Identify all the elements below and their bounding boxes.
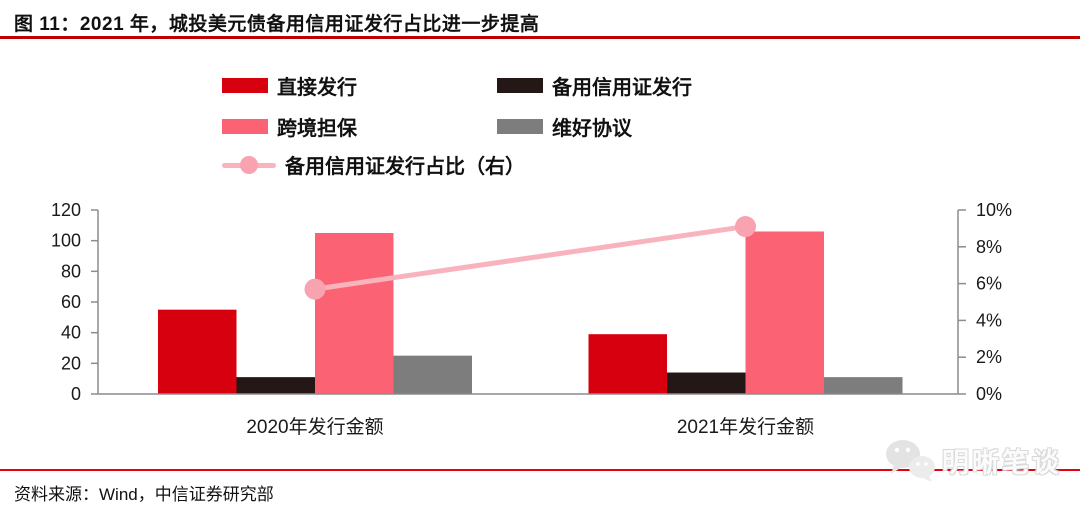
right-axis-tick-label: 0% <box>976 384 1002 404</box>
left-axis-tick-label: 0 <box>71 384 81 404</box>
legend-item-sblc-ratio-line: 备用信用证发行占比（右） <box>222 150 525 179</box>
bar-series2-group0 <box>315 233 394 394</box>
legend-swatch-sblc-issuance <box>497 78 543 93</box>
source-divider <box>0 469 1080 471</box>
legend-label-sblc-issuance: 备用信用证发行 <box>552 77 692 99</box>
ratio-line-marker-1 <box>735 216 756 238</box>
legend-item-crossborder-guarantee: 跨境担保 <box>222 112 357 141</box>
watermark-text: 明晰笔谈 <box>942 447 1062 478</box>
legend-line-marker-icon <box>222 155 276 174</box>
legend-item-direct-issuance: 直接发行 <box>222 71 357 100</box>
right-axis-tick-label: 10% <box>976 200 1012 220</box>
legend-item-sblc-issuance: 备用信用证发行 <box>497 71 692 100</box>
bar-series0-group1 <box>588 334 667 394</box>
ratio-line-marker-0 <box>304 278 326 300</box>
left-axis-tick-label: 40 <box>61 323 81 343</box>
bar-series1-group1 <box>667 372 746 394</box>
bar-series1-group0 <box>236 377 315 394</box>
legend-label-crossborder-guarantee: 跨境担保 <box>277 118 357 140</box>
left-axis-tick-label: 100 <box>51 231 81 251</box>
combo-chart: 0 20 40 60 80 100 120 0% 2% 4% 6% 8% 10% 2020年发行金额 202… <box>51 200 1012 438</box>
legend-line-dot <box>240 155 258 174</box>
ratio-line <box>312 224 748 292</box>
left-axis-tick-label: 80 <box>61 261 81 281</box>
legend-swatch-crossborder-guarantee <box>222 119 268 134</box>
legend-label-direct-issuance: 直接发行 <box>277 77 357 99</box>
wechat-icon <box>886 440 935 482</box>
legend-swatch-keepwell-agreement <box>497 119 543 134</box>
figure-title: 图 11：2021 年，城投美元债备用信用证发行占比进一步提高 <box>14 14 540 35</box>
title-underline <box>0 36 1080 39</box>
x-axis-label: 2020年发行金额 <box>246 416 383 438</box>
bar-series2-group1 <box>745 231 824 394</box>
source-note: 资料来源：Wind，中信证券研究部 <box>14 485 274 504</box>
right-axis-tick-label: 2% <box>976 347 1002 367</box>
right-axis-tick-label: 6% <box>976 274 1002 294</box>
legend-label-keepwell-agreement: 维好协议 <box>552 118 632 140</box>
legend-item-keepwell-agreement: 维好协议 <box>497 112 632 141</box>
right-axis-tick-label: 4% <box>976 310 1002 330</box>
bar-series0-group0 <box>158 309 237 394</box>
left-axis-tick-label: 60 <box>61 292 81 312</box>
bar-series3-group1 <box>824 377 903 394</box>
legend-swatch-direct-issuance <box>222 78 268 93</box>
left-axis-tick-label: 20 <box>61 353 81 373</box>
right-axis-tick-label: 8% <box>976 237 1002 257</box>
left-axis-tick-label: 120 <box>51 200 81 220</box>
bar-series3-group0 <box>393 355 472 394</box>
watermark: 明晰笔谈 <box>882 436 1080 484</box>
legend-label-sblc-ratio: 备用信用证发行占比（右） <box>285 156 525 178</box>
x-axis-label: 2021年发行金额 <box>677 416 814 438</box>
